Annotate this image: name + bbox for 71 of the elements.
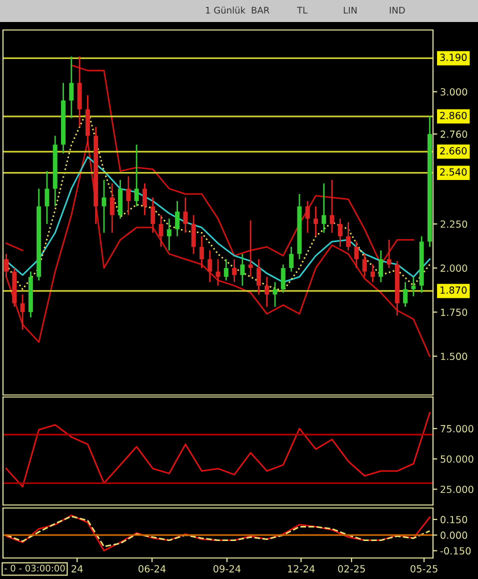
line-series xyxy=(5,412,431,488)
x-tick-label: 06-24 xyxy=(138,565,166,572)
text: IND xyxy=(390,6,405,14)
candlestick xyxy=(272,281,278,308)
candlestick xyxy=(224,258,228,282)
candlestick xyxy=(175,200,180,237)
candlestick xyxy=(322,182,326,234)
candlestick xyxy=(199,236,204,269)
y-tick-label: 3.000 xyxy=(440,88,468,96)
candlestick xyxy=(142,182,147,216)
candlestick xyxy=(126,176,131,216)
ref-line-label: 3.190 xyxy=(440,54,467,62)
candlestick xyxy=(216,258,220,286)
text: - 0 - 03:00:00 xyxy=(4,564,65,572)
y-tick-label: 2.250 xyxy=(440,220,468,228)
candlestick xyxy=(338,218,342,248)
line-series xyxy=(5,140,431,357)
text: LIN xyxy=(344,6,357,14)
candlestick xyxy=(208,250,212,283)
candlestick xyxy=(191,214,196,255)
candlestick xyxy=(280,264,286,294)
text: BAR xyxy=(252,6,270,14)
candlestick xyxy=(330,179,334,234)
candlestick xyxy=(313,206,318,237)
candlestick xyxy=(158,214,164,248)
candlestick xyxy=(183,196,188,234)
candlestick xyxy=(240,253,245,286)
ref-line-label: 2.860 xyxy=(440,112,467,120)
candlestick xyxy=(354,240,359,269)
candlestick xyxy=(166,218,172,252)
candlestick xyxy=(134,144,139,208)
candlestick xyxy=(386,239,392,269)
candlestick xyxy=(232,258,237,283)
y-tick-label: 75.000 xyxy=(440,425,474,432)
candlestick xyxy=(44,170,50,225)
y-tick-label: 1.750 xyxy=(441,308,468,316)
x-tick-label: 09-24 xyxy=(213,565,241,572)
y-tick-label: -0.150 xyxy=(440,547,471,555)
y-tick-label: 50.000 xyxy=(440,455,474,463)
candlestick xyxy=(20,294,25,330)
candlestick xyxy=(346,222,351,252)
ref-line-label: 2.660 xyxy=(440,147,467,154)
ref-line-label: 2.540 xyxy=(440,168,467,176)
text: TL xyxy=(296,6,308,14)
candlestick xyxy=(403,281,408,308)
candlestick xyxy=(69,56,74,119)
text: 1 Günlük xyxy=(206,6,246,14)
candlestick xyxy=(264,276,270,308)
candlestick xyxy=(248,220,253,278)
y-tick-label: 2.760 xyxy=(440,130,468,138)
y-tick-label: 1.500 xyxy=(441,352,468,360)
ref-line-label: 1.870 xyxy=(440,286,467,294)
candlestick xyxy=(305,200,310,234)
x-tick-label: 02-25 xyxy=(338,565,365,572)
x-tick-label: 05-25 xyxy=(410,565,438,572)
candlestick xyxy=(362,253,367,278)
y-tick-label: 25.000 xyxy=(440,486,474,494)
candlestick xyxy=(150,196,156,234)
candlestick xyxy=(256,258,261,296)
candlestick xyxy=(370,264,375,283)
candlestick xyxy=(4,253,8,278)
y-tick-label: 0.000 xyxy=(440,532,468,539)
candlestick xyxy=(289,246,294,272)
x-tick-label: 24 xyxy=(72,565,83,572)
y-tick-label: 2.000 xyxy=(440,264,468,272)
candlestick xyxy=(378,250,384,283)
candlestick xyxy=(102,179,106,234)
candlestick xyxy=(110,182,114,234)
candlestick xyxy=(411,276,416,297)
x-tick-label: 12-24 xyxy=(288,565,315,572)
y-tick-label: 0.150 xyxy=(440,516,468,524)
